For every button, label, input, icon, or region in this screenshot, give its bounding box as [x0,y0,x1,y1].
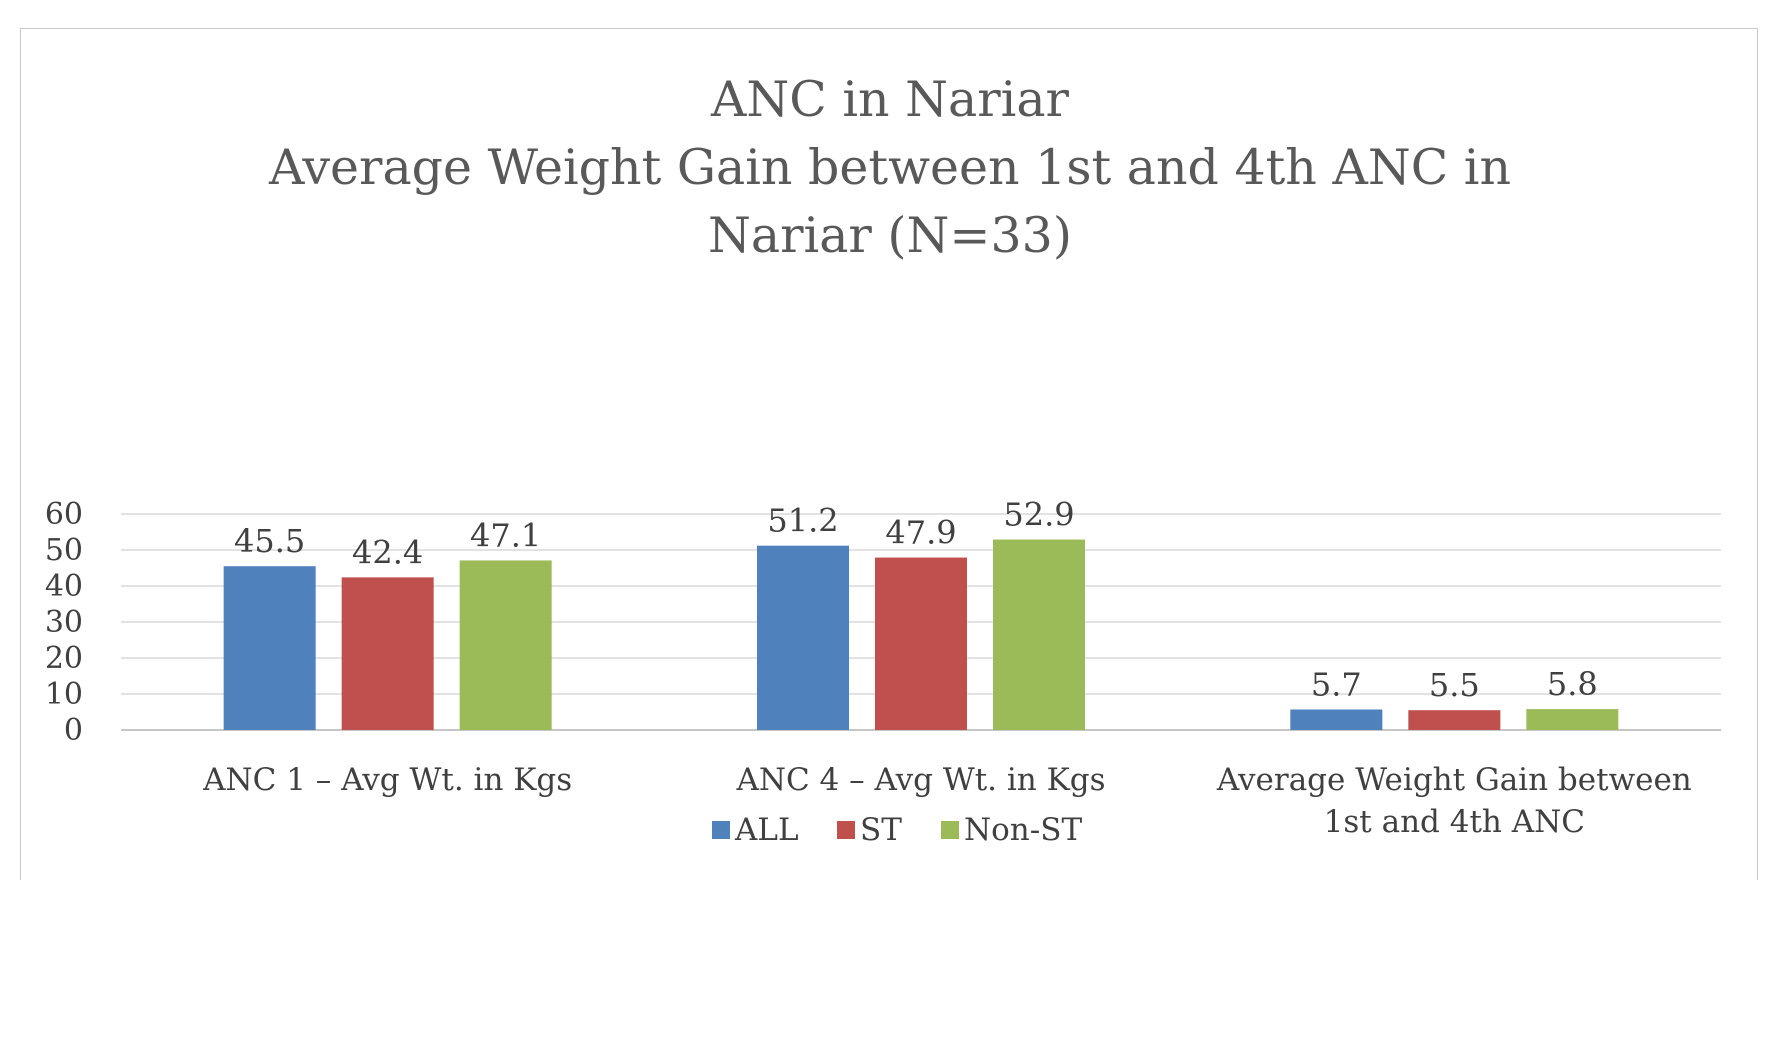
y-tick-label: 60 [45,497,83,532]
data-label: 5.8 [1547,665,1598,703]
legend-label: ALL [734,812,799,848]
bar-st [1408,710,1501,730]
data-label: 42.4 [352,533,423,571]
bar-st [341,577,434,730]
bar-all [757,545,849,730]
data-label: 5.5 [1429,666,1480,704]
bar-non-st [1526,709,1619,730]
bar-chart: ANC in Nariar Average Weight Gain between… [45,71,1721,848]
y-tick-label: 40 [45,569,83,604]
category-label: ANC 1 – Avg Wt. in Kgs [202,762,572,798]
legend: ALL ST Non-ST [712,812,1082,848]
chart-title: ANC in Nariar Average Weight Gain between… [268,71,1511,264]
chart-frame: ANC in Nariar Average Weight Gain between… [20,28,1758,880]
data-label: 47.1 [470,516,541,554]
bar-all [223,566,316,730]
y-tick-label: 0 [64,713,83,748]
legend-swatch-st [837,821,855,839]
legend-label: Non-ST [964,812,1082,848]
y-tick-label: 30 [45,605,83,640]
chart-title-line: ANC in Nariar [710,71,1070,128]
y-tick-label: 20 [45,641,83,676]
data-label: 47.9 [885,514,956,552]
chart-title-line: Average Weight Gain between 1st and 4th … [268,139,1511,196]
bar-non-st [459,560,552,730]
data-labels: 45.5 42.4 47.1 51.2 47.9 52.9 5.7 5.5 5.8 [234,496,1598,705]
data-label: 51.2 [767,502,838,540]
y-tick-label: 50 [45,533,83,568]
category-label: Average Weight Gain between [1216,762,1692,798]
bars [223,539,1619,730]
legend-swatch-non-st [941,821,959,839]
bar-all [1290,709,1383,730]
bar-non-st [993,539,1085,730]
category-label: ANC 4 – Avg Wt. in Kgs [735,762,1105,798]
y-tick-label: 10 [45,677,83,712]
category-label: 1st and 4th ANC [1324,804,1585,840]
legend-swatch-all [712,821,730,839]
data-label: 52.9 [1003,496,1074,534]
data-label: 45.5 [234,522,305,560]
legend-label: ST [860,812,902,848]
chart-title-line: Nariar (N=33) [708,207,1072,264]
data-label: 5.7 [1311,665,1362,703]
category-labels: ANC 1 – Avg Wt. in Kgs ANC 4 – Avg Wt. in… [202,762,1692,840]
bar-st [875,557,967,730]
